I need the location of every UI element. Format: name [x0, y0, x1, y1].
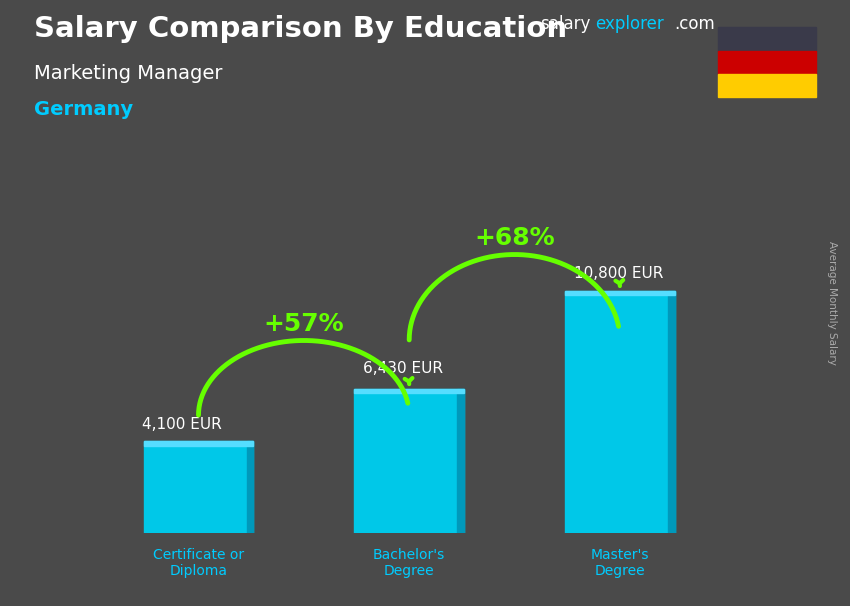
Text: +57%: +57%: [264, 311, 344, 336]
Text: Salary Comparison By Education: Salary Comparison By Education: [34, 15, 567, 43]
Text: Germany: Germany: [34, 100, 133, 119]
Text: Certificate or
Diploma: Certificate or Diploma: [153, 548, 244, 578]
Bar: [565, 291, 675, 295]
Bar: [565, 291, 675, 533]
Text: Marketing Manager: Marketing Manager: [34, 64, 223, 82]
Text: 10,800 EUR: 10,800 EUR: [574, 266, 663, 281]
Text: salary: salary: [540, 15, 590, 33]
Text: Master's
Degree: Master's Degree: [591, 548, 649, 578]
Text: +68%: +68%: [474, 225, 555, 250]
Text: 4,100 EUR: 4,100 EUR: [142, 416, 221, 431]
Text: 6,430 EUR: 6,430 EUR: [363, 361, 443, 376]
Text: Bachelor's
Degree: Bachelor's Degree: [373, 548, 445, 578]
Bar: [246, 441, 253, 533]
Bar: [354, 389, 464, 533]
Text: .com: .com: [674, 15, 715, 33]
Bar: [354, 389, 464, 393]
Bar: [144, 441, 253, 533]
Bar: [144, 441, 253, 445]
Bar: [457, 389, 464, 533]
Text: explorer: explorer: [595, 15, 664, 33]
Bar: [668, 291, 675, 533]
Text: Average Monthly Salary: Average Monthly Salary: [827, 241, 837, 365]
